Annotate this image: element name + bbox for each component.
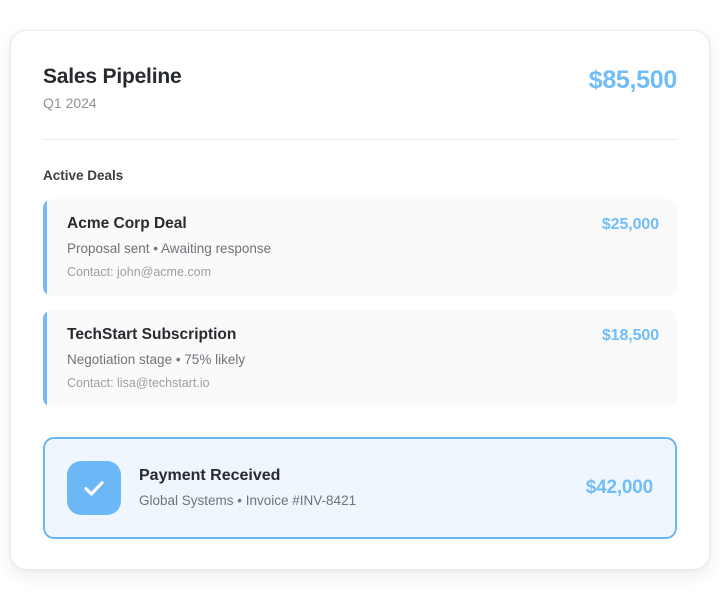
header-title-group: Sales Pipeline Q1 2024 — [43, 65, 182, 112]
check-icon — [67, 460, 121, 515]
payment-received-left: Payment Received Global Systems • Invoic… — [67, 460, 356, 515]
deal-contact: Contact: john@acme.com — [67, 264, 212, 279]
page-subtitle: Q1 2024 — [43, 95, 97, 112]
payment-received-amount: $42,000 — [585, 476, 653, 498]
deal-info: TechStart Subscription Negotiation stage… — [67, 326, 245, 390]
payment-received-title: Payment Received — [139, 466, 281, 484]
page-title: Sales Pipeline — [43, 65, 182, 88]
payment-received-text: Payment Received Global Systems • Invoic… — [139, 467, 356, 509]
sales-pipeline-panel: Sales Pipeline Q1 2024 $85,500 Active De… — [10, 30, 710, 570]
panel-header: Sales Pipeline Q1 2024 $85,500 — [43, 31, 677, 111]
payment-received-card[interactable]: Payment Received Global Systems • Invoic… — [43, 436, 677, 539]
deal-name: TechStart Subscription — [67, 326, 237, 344]
pipeline-total-amount: $85,500 — [588, 66, 678, 94]
deal-status: Negotiation stage • 75% likely — [67, 352, 246, 367]
deal-name: Acme Corp Deal — [67, 215, 187, 233]
deal-contact: Contact: lisa@techstart.io — [67, 375, 210, 390]
deal-card-techstart[interactable]: TechStart Subscription Negotiation stage… — [43, 310, 677, 407]
header-divider — [43, 139, 677, 141]
deal-card-acme[interactable]: Acme Corp Deal Proposal sent • Awaiting … — [43, 199, 677, 297]
deal-info: Acme Corp Deal Proposal sent • Awaiting … — [67, 215, 271, 279]
deal-amount: $18,500 — [601, 327, 659, 345]
section-title-active-deals: Active Deals — [43, 168, 124, 184]
deal-amount: $25,000 — [601, 216, 659, 234]
deal-status: Proposal sent • Awaiting response — [67, 241, 272, 257]
payment-received-subtitle: Global Systems • Invoice #INV-8421 — [139, 493, 357, 509]
deal-list: Acme Corp Deal Proposal sent • Awaiting … — [43, 199, 677, 407]
